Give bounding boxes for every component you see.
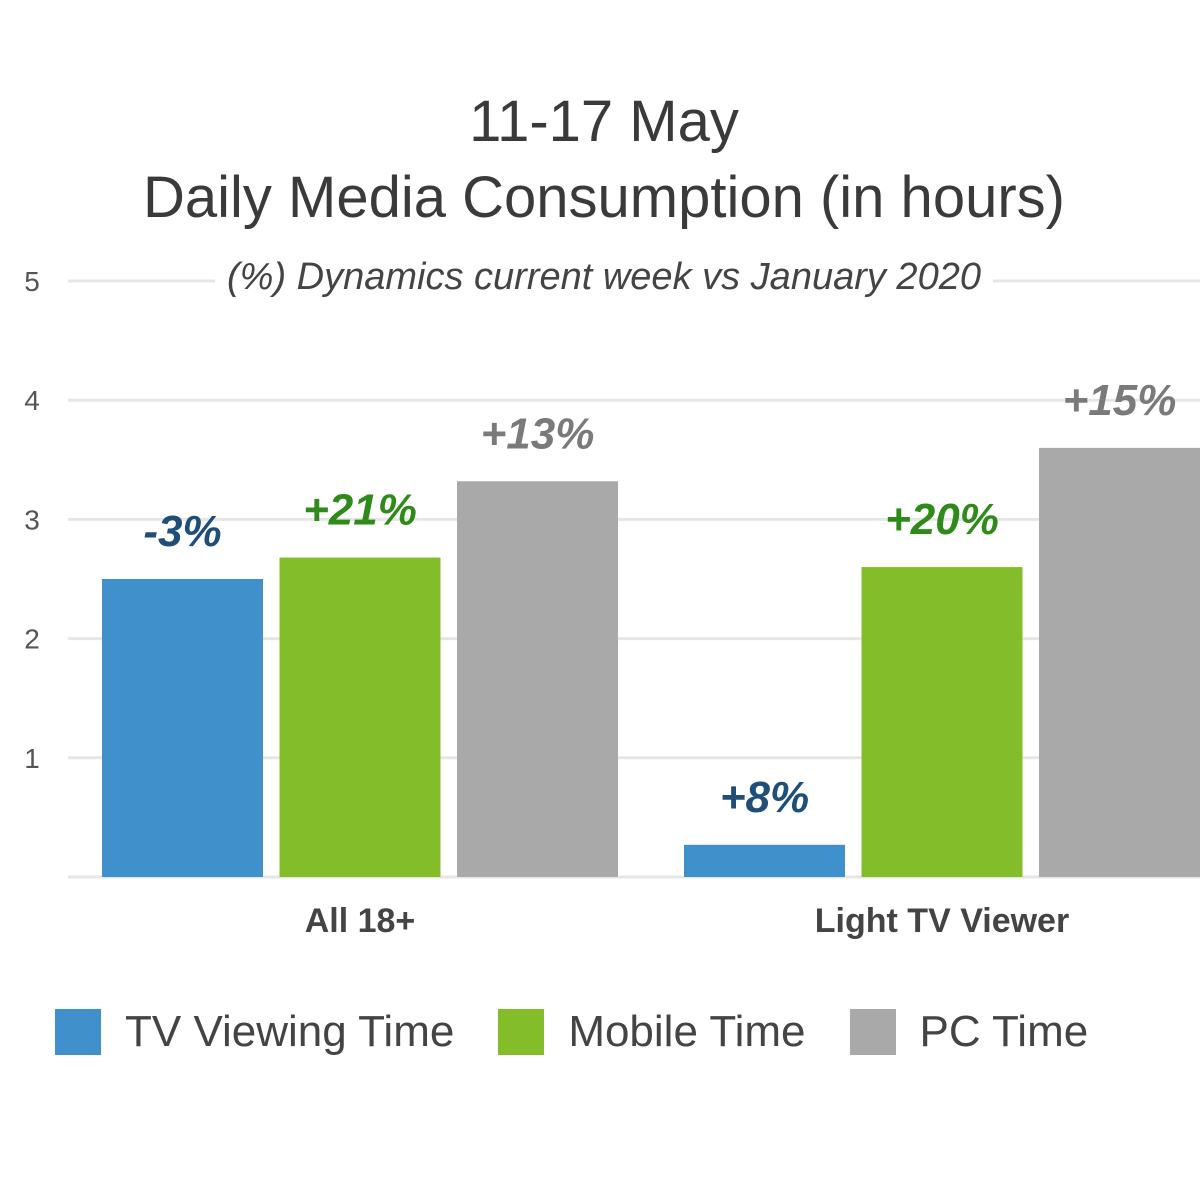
data-label: -3%	[143, 507, 221, 556]
data-label: +13%	[481, 409, 595, 458]
chart-subtitle: (%) Dynamics current week vs January 202…	[0, 252, 1200, 302]
y-tick-label: 2	[24, 624, 40, 655]
bar	[861, 567, 1023, 877]
y-tick-label: 5	[24, 266, 40, 297]
legend-swatch	[498, 1009, 545, 1055]
legend-swatch	[55, 1009, 101, 1055]
bar	[1039, 447, 1200, 877]
subtitle-text: (%) Dynamics current week vs January 202…	[215, 256, 993, 298]
data-label: +15%	[1063, 376, 1177, 425]
legend-swatch	[849, 1009, 896, 1055]
legend-item: PC Time	[849, 1004, 1089, 1060]
bar	[102, 579, 263, 877]
y-tick-label: 3	[24, 504, 40, 535]
y-tick-label: 4	[24, 385, 40, 416]
bar	[457, 481, 618, 877]
data-label: +8%	[720, 773, 809, 822]
legend-label: PC Time	[919, 1007, 1089, 1056]
legend-label: Mobile Time	[568, 1007, 806, 1056]
data-label: +20%	[885, 495, 999, 544]
legend-label: TV Viewing Time	[125, 1007, 455, 1056]
x-category-label: All 18+	[305, 902, 416, 940]
chart-title: 11-17 May	[469, 89, 739, 154]
chart-title-line2: Daily Media Consumption (in hours)	[143, 165, 1065, 230]
data-label: +21%	[303, 486, 417, 535]
bar	[684, 844, 845, 877]
chart-legend: TV Viewing Time Mobile Time PC Time	[55, 1004, 1132, 1060]
bar	[279, 557, 441, 877]
legend-item: Mobile Time	[498, 1004, 806, 1060]
legend-item: TV Viewing Time	[55, 1004, 454, 1060]
x-category-label: Light TV Viewer	[815, 902, 1069, 940]
y-tick-label: 1	[24, 743, 40, 774]
